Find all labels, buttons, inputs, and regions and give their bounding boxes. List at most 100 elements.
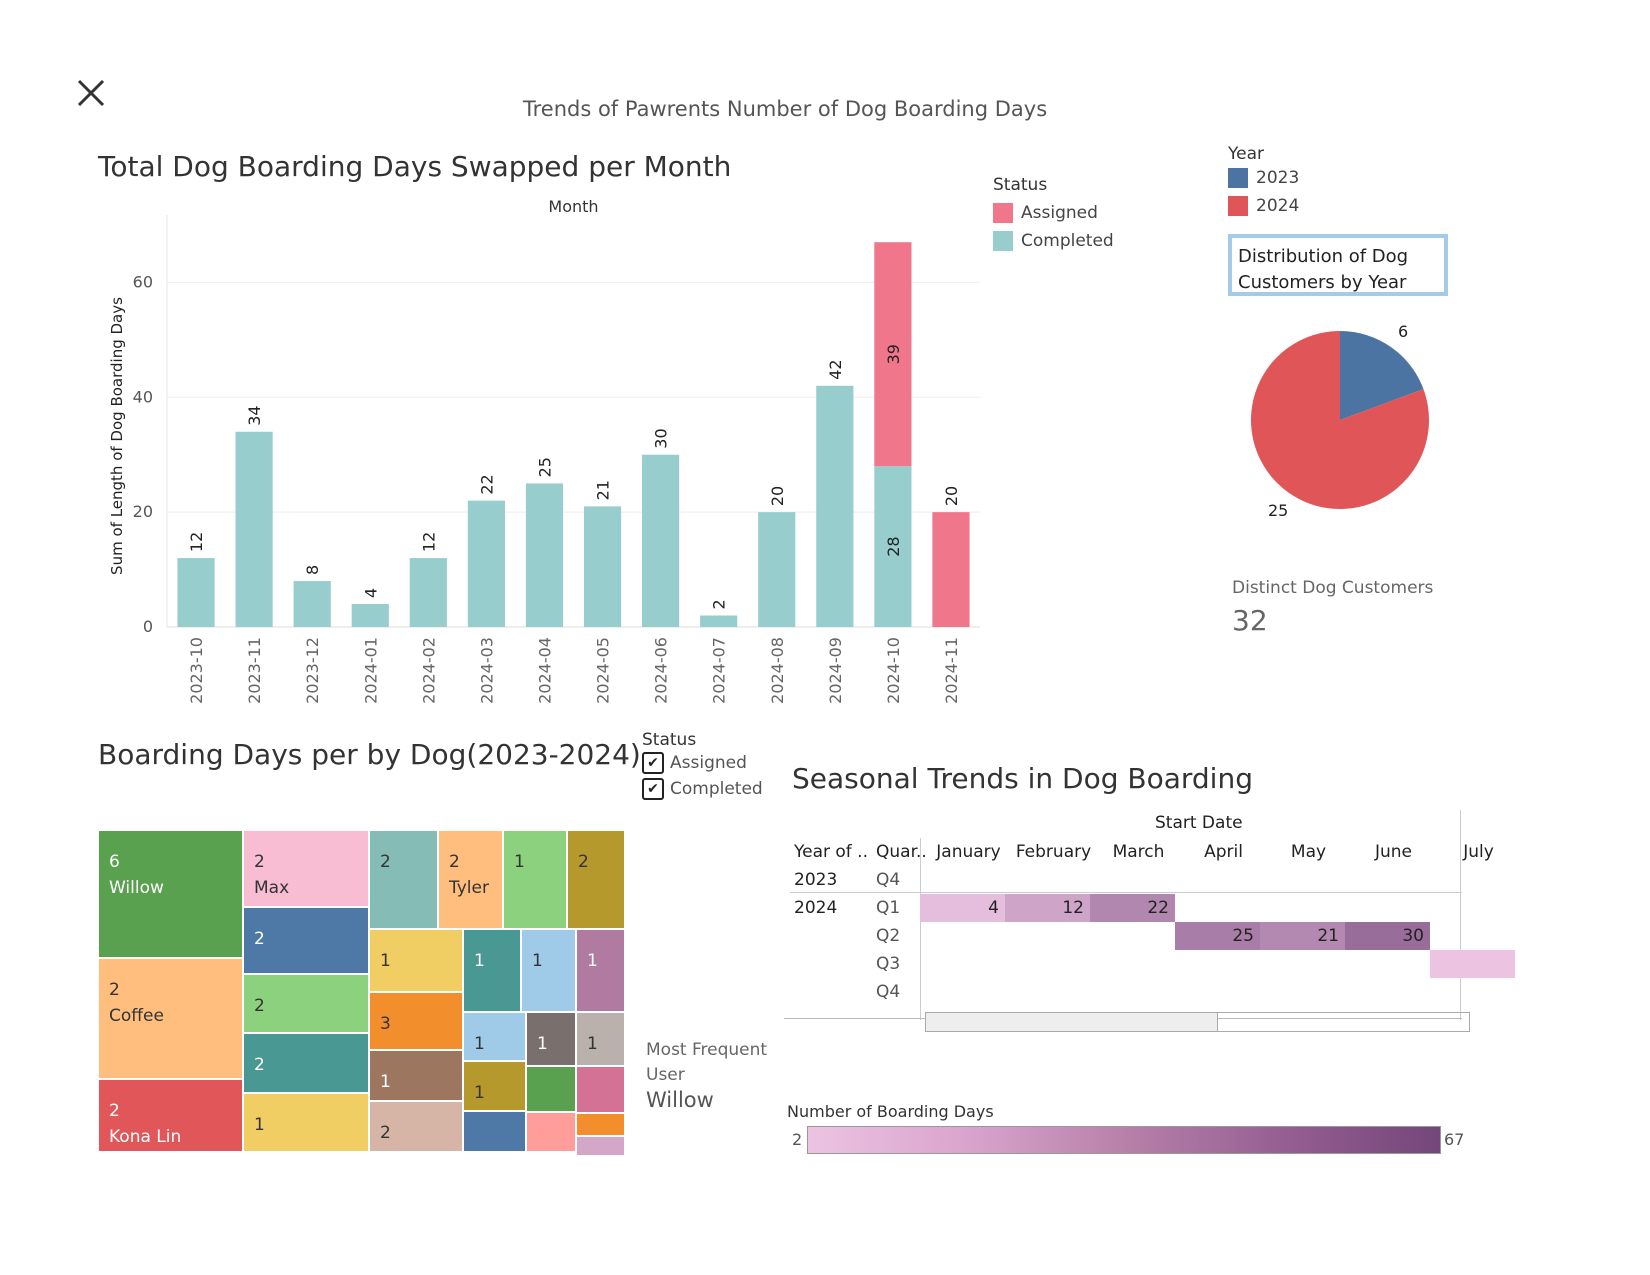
heatmap-col-header-title: Start Date	[1155, 813, 1243, 833]
treemap-tile[interactable]	[576, 1136, 625, 1156]
treemap-tile[interactable]: 1	[369, 929, 463, 992]
status-filter-title: Status	[642, 730, 697, 750]
treemap-tile-value: 2	[109, 980, 120, 1000]
year-2024-swatch	[1228, 196, 1248, 216]
y-tick-label: 40	[133, 387, 153, 406]
assigned-swatch	[993, 203, 1013, 223]
completed-swatch	[993, 231, 1013, 251]
heatmap-divider	[1460, 810, 1461, 1020]
treemap-tile-name: Tyler	[449, 878, 489, 898]
treemap-tile[interactable]: 1	[576, 1012, 625, 1066]
pie-slice	[1340, 331, 1424, 420]
heatmap-column-header: January	[936, 842, 1001, 862]
bar-value-label: 2	[710, 599, 729, 609]
heatmap-scrollbar-thumb[interactable]	[926, 1013, 1218, 1031]
bar-chart: Month Sum of Length of Dog Boarding Days 0…	[108, 197, 980, 704]
bar	[467, 500, 505, 627]
treemap-tile-value: 1	[532, 951, 543, 971]
year-legend-title: Year	[1228, 144, 1264, 164]
treemap-tile[interactable]: 1	[503, 830, 567, 929]
treemap-tile[interactable]: 2 Max	[243, 830, 369, 907]
treemap-tile[interactable]	[463, 1111, 526, 1152]
most-frequent-label: Most Frequent User	[646, 1040, 768, 1085]
treemap-tile[interactable]	[526, 1112, 576, 1152]
heatmap-cell: 21	[1260, 922, 1345, 950]
heatmap-row-quarter: Q3	[876, 954, 901, 974]
treemap-tile[interactable]: 1	[526, 1012, 576, 1066]
treemap-tile-name: Kona Lin	[109, 1127, 182, 1147]
treemap-tile[interactable]: 2	[369, 830, 438, 929]
treemap-tile[interactable]: 2	[369, 1101, 463, 1152]
treemap-title: Boarding Days per by Dog(2023-2024)	[98, 738, 641, 771]
heatmap-cell: 22	[1090, 894, 1175, 922]
heatmap-row-quarter: Q4	[876, 870, 901, 890]
bar-value-label: 30	[652, 428, 671, 448]
bar	[293, 581, 331, 627]
treemap-tile[interactable]	[576, 1066, 625, 1113]
x-tick-label: 2023-12	[303, 637, 322, 704]
treemap-tile[interactable]: 1	[243, 1093, 369, 1152]
treemap-tile-value: 2	[578, 852, 589, 872]
x-tick-label: 2024-01	[361, 637, 380, 704]
bar	[525, 483, 564, 627]
legend-item-2024[interactable]: 2024	[1228, 192, 1299, 220]
treemap-tile[interactable]: 1	[576, 929, 625, 1012]
heatmap-column-header: May	[1290, 842, 1327, 862]
treemap-tile-value: 2	[254, 1055, 265, 1075]
legend-item-2023[interactable]: 2023	[1228, 164, 1299, 192]
heatmap-cell	[1430, 950, 1515, 978]
heatmap-scrollbar[interactable]	[925, 1012, 1470, 1032]
legend-item-assigned[interactable]: Assigned	[993, 199, 1114, 227]
treemap-tile-value: 2	[254, 996, 265, 1016]
x-tick-label: 2023-10	[187, 637, 206, 704]
color-legend-title: Number of Boarding Days	[787, 1102, 994, 1121]
treemap-tile-value: 6	[109, 852, 120, 872]
bar-value-label: 28	[884, 536, 903, 556]
completed-checkbox[interactable]: ✔	[642, 778, 664, 800]
treemap-tile[interactable]: 2 Tyler	[438, 830, 503, 929]
legend-item-completed[interactable]: Completed	[993, 227, 1114, 255]
treemap-tile-value: 1	[474, 951, 485, 971]
x-tick-label: 2023-11	[245, 637, 264, 704]
treemap-tile[interactable]: 2	[243, 1033, 369, 1093]
filter-item-assigned[interactable]: ✔ Assigned	[642, 750, 763, 776]
filter-item-completed[interactable]: ✔ Completed	[642, 776, 763, 802]
treemap-tile[interactable]: 2 Coffee	[98, 958, 243, 1079]
treemap-tile[interactable]: 2 Kona Lin	[98, 1079, 243, 1152]
x-tick-label: 2024-10	[884, 637, 903, 704]
treemap-tile-name: Max	[254, 878, 290, 898]
bar	[932, 512, 970, 627]
bar-value-label: 39	[884, 344, 903, 364]
heatmap-divider	[790, 892, 1462, 893]
heatmap-row-quarter: Q2	[876, 926, 901, 946]
treemap-tile-name: Willow	[109, 878, 164, 898]
treemap-tile-value: 2	[380, 852, 391, 872]
bar	[816, 385, 854, 627]
treemap-tile[interactable]: 2	[243, 974, 369, 1033]
treemap-tile[interactable]: 6 Willow	[98, 830, 243, 958]
year-2023-swatch	[1228, 168, 1248, 188]
x-tick-label: 2024-09	[826, 637, 845, 704]
treemap-tile[interactable]: 2	[243, 907, 369, 974]
treemap-tile[interactable]: 1	[521, 929, 576, 1012]
treemap-tile[interactable]: 1	[463, 1061, 526, 1111]
treemap-tile[interactable]: 1	[463, 1012, 526, 1061]
color-legend-max: 67	[1444, 1130, 1465, 1149]
bar	[642, 454, 680, 627]
assigned-checkbox[interactable]: ✔	[642, 752, 664, 774]
heatmap-column-header: February	[1015, 842, 1092, 862]
treemap-tile[interactable]: 2	[567, 830, 625, 929]
x-tick-label: 2024-11	[942, 637, 961, 704]
treemap-tile-value: 2	[254, 929, 265, 949]
treemap-tile[interactable]: 1	[463, 929, 521, 1012]
treemap-tile[interactable]: 3	[369, 992, 463, 1050]
bar-value-label: 20	[768, 486, 787, 506]
treemap-tile[interactable]	[576, 1113, 625, 1136]
heatmap-row-year: 2024	[794, 898, 838, 918]
treemap-tile[interactable]	[526, 1066, 576, 1112]
heatmap-cell: 12	[1005, 894, 1090, 922]
close-icon[interactable]	[76, 78, 106, 108]
treemap-tile-value: 1	[254, 1115, 265, 1135]
treemap-tile[interactable]: 1	[369, 1050, 463, 1101]
bar	[351, 604, 389, 627]
